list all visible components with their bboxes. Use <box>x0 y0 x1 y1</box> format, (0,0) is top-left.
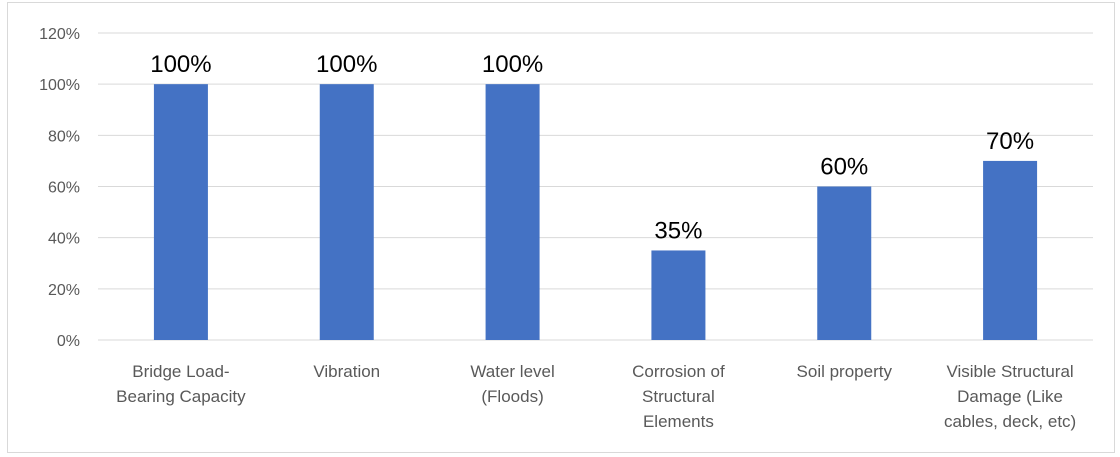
data-label: 100% <box>150 51 211 78</box>
data-label: 100% <box>482 51 543 78</box>
x-tick-label: Bridge Load-Bearing Capacity <box>116 362 246 406</box>
x-tick-label: Vibration <box>313 362 380 381</box>
y-tick-label: 0% <box>57 333 80 350</box>
x-tick-label: Water level (Floods) <box>470 362 554 406</box>
y-axis-ticks: 0% 20% 40% 60% 80% 100% 120% <box>39 26 80 350</box>
data-label: 35% <box>654 217 702 244</box>
bar <box>485 84 540 341</box>
y-tick-label: 120% <box>39 26 80 43</box>
x-axis-ticks: Bridge Load-Bearing Capacity Vibration Wat… <box>116 362 1076 431</box>
bar <box>983 160 1038 340</box>
x-tick-label: Visible Structural Damage (Like cables, de… <box>944 362 1076 431</box>
y-tick-label: 20% <box>48 282 80 299</box>
data-label: 70% <box>986 128 1034 155</box>
x-tick-label: Corrosion of Structural Elements <box>632 362 725 431</box>
bars <box>153 84 1038 341</box>
y-tick-label: 60% <box>48 180 80 197</box>
bar <box>319 84 374 341</box>
y-tick-label: 40% <box>48 231 80 248</box>
y-tick-label: 100% <box>39 77 80 94</box>
bar <box>817 186 872 340</box>
data-labels: 100% 100% 100% 35% 60% 70% <box>150 51 1034 244</box>
bar <box>651 250 706 340</box>
gridlines <box>98 32 1093 341</box>
data-label: 100% <box>316 51 377 78</box>
data-label: 60% <box>820 154 868 181</box>
bar <box>153 84 208 341</box>
y-tick-label: 80% <box>48 128 80 145</box>
x-tick-label: Soil property <box>797 362 893 381</box>
